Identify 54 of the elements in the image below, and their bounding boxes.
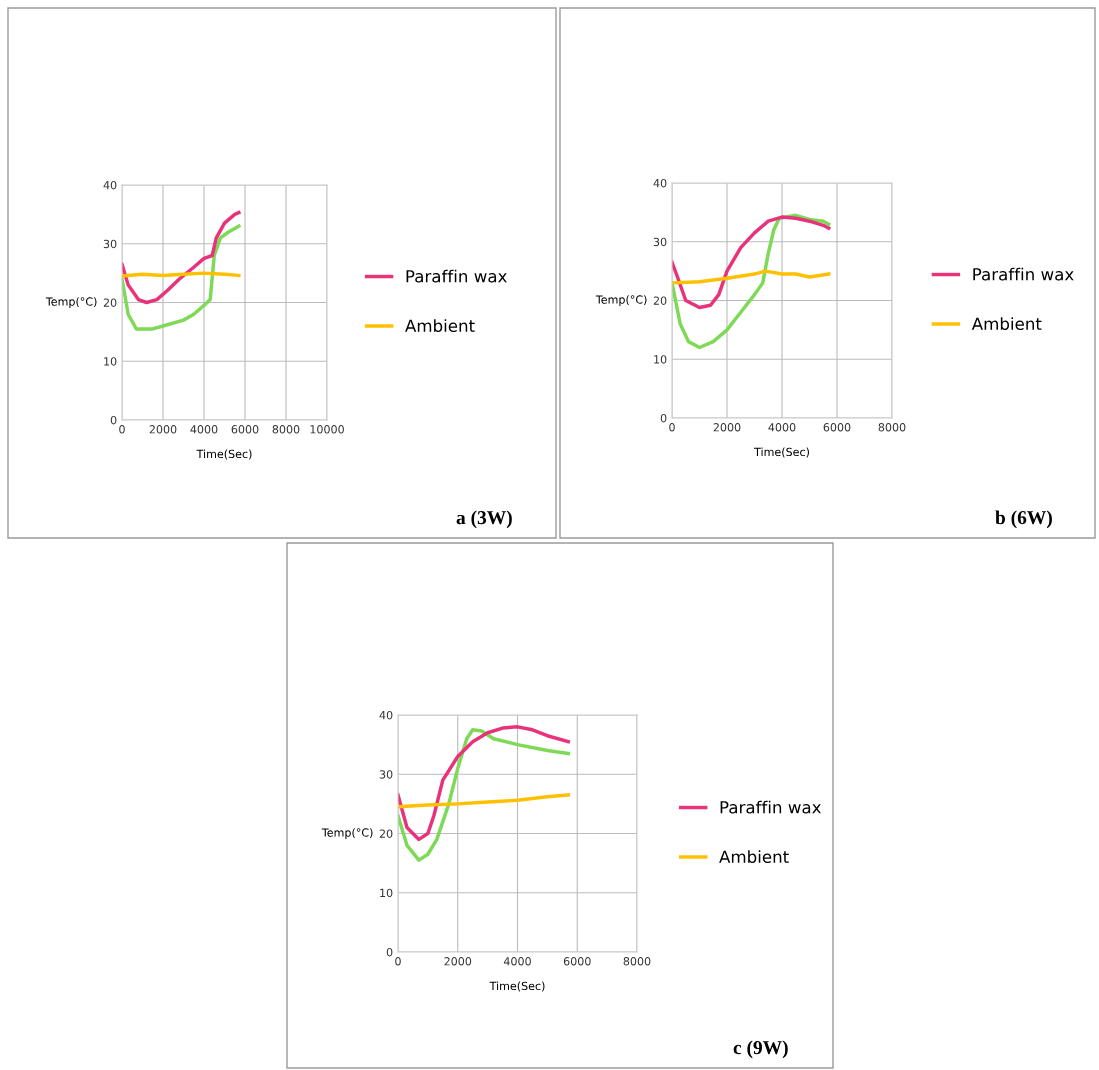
x-tick-label: 8000 bbox=[878, 423, 906, 432]
x-tick-label: 4000 bbox=[503, 957, 531, 966]
legend-label: Paraffin wax bbox=[406, 269, 507, 283]
y-tick-label: 30 bbox=[103, 239, 117, 249]
x-tick-label: 6000 bbox=[231, 425, 259, 434]
x-axis-title: Time(Sec) bbox=[489, 981, 545, 992]
x-tick-label: 0 bbox=[669, 423, 675, 432]
text: c (9W) bbox=[733, 1040, 788, 1059]
line-series bbox=[398, 728, 571, 862]
y-tick-label: 40 bbox=[653, 178, 667, 188]
x-axis-title: Time(Sec) bbox=[196, 449, 252, 460]
y-tick-label: 0 bbox=[386, 947, 393, 957]
y-axis-title: Temp(°C) bbox=[595, 295, 647, 306]
y-tick-label: 10 bbox=[380, 888, 393, 898]
x-tick-label: 2000 bbox=[713, 423, 741, 432]
legend-label: Ambient bbox=[971, 317, 1042, 331]
y-tick-label: 10 bbox=[104, 357, 117, 366]
line-series bbox=[672, 215, 831, 310]
x-tick-label: 4000 bbox=[190, 425, 218, 434]
y-axis-title: Temp(°C) bbox=[321, 828, 373, 839]
y-tick-label: 30 bbox=[379, 770, 393, 779]
line-series bbox=[672, 269, 831, 285]
y-tick-label: 40 bbox=[103, 180, 117, 190]
y-tick-label: 10 bbox=[654, 355, 667, 364]
y-tick-label: 0 bbox=[660, 413, 667, 423]
x-tick-label: 8000 bbox=[623, 957, 651, 966]
legend-label: Ambient bbox=[405, 319, 475, 333]
x-tick-label: 0 bbox=[119, 425, 125, 434]
x-tick-label: 2000 bbox=[149, 425, 177, 434]
y-tick-label: 30 bbox=[653, 237, 667, 247]
line-series bbox=[672, 213, 831, 350]
line-series bbox=[398, 793, 571, 809]
line-series bbox=[398, 725, 571, 842]
x-axis-title: Time(Sec) bbox=[754, 447, 809, 458]
legend-label: Paraffin wax bbox=[720, 800, 821, 814]
x-tick-label: 8000 bbox=[272, 425, 300, 434]
line-series bbox=[122, 210, 241, 305]
x-tick-label: 4000 bbox=[768, 423, 796, 432]
y-tick-label: 20 bbox=[653, 296, 667, 305]
legend-label: Paraffin wax bbox=[973, 267, 1074, 281]
x-tick-label: 0 bbox=[395, 957, 401, 966]
x-tick-label: 10000 bbox=[310, 425, 344, 434]
y-tick-label: 40 bbox=[379, 710, 393, 720]
y-tick-label: 20 bbox=[103, 298, 117, 307]
legend-label: Ambient bbox=[719, 850, 789, 864]
y-axis-title: Temp(°C) bbox=[45, 297, 97, 308]
text: a (3W) bbox=[456, 510, 512, 529]
text: b (6W) bbox=[995, 510, 1052, 529]
x-tick-label: 6000 bbox=[563, 957, 591, 966]
line-series bbox=[122, 224, 241, 331]
y-tick-label: 0 bbox=[110, 415, 117, 425]
y-tick-label: 20 bbox=[379, 829, 393, 838]
x-tick-label: 6000 bbox=[823, 423, 851, 432]
x-tick-label: 2000 bbox=[444, 957, 472, 966]
